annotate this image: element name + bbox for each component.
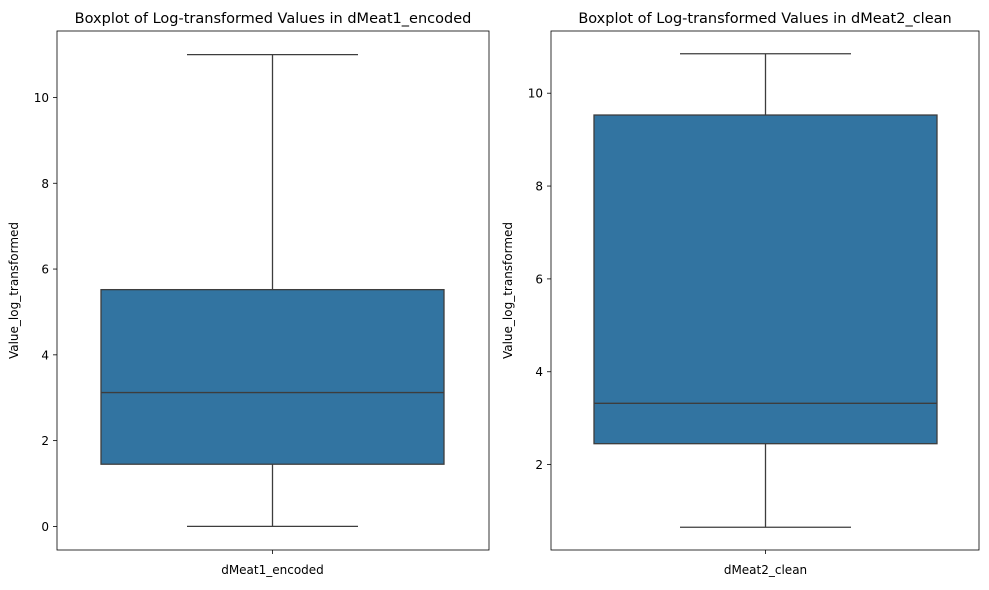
subplot-1-box [100, 288, 445, 465]
subplot-2-box [593, 114, 938, 445]
subplot-2-x-category-label: dMeat2_clean [724, 563, 807, 577]
subplot-1-ytick-label-10: 10 [34, 91, 49, 105]
subplot-1-ytick-label-4: 4 [41, 348, 49, 362]
subplot-2: Boxplot of Log-transformed Values in dMe… [501, 11, 980, 577]
subplot-1-ytick-label-0: 0 [41, 520, 49, 534]
subplot-2-ytick-label-2: 2 [535, 458, 543, 472]
subplot-1: Boxplot of Log-transformed Values in dMe… [7, 11, 490, 577]
subplot-2-ytick-label-10: 10 [528, 87, 543, 101]
subplot-2-ytick-label-4: 4 [535, 365, 543, 379]
subplot-1-title: Boxplot of Log-transformed Values in dMe… [75, 11, 472, 27]
subplot-2-y-axis-label: Value_log_transformed [501, 222, 515, 359]
subplot-1-y-axis-label: Value_log_transformed [7, 222, 21, 359]
subplot-1-x-category-label: dMeat1_encoded [221, 563, 324, 577]
subplot-2-ytick-label-8: 8 [535, 180, 543, 194]
subplot-1-axes-frame [56, 30, 490, 551]
subplot-1-ytick-label-8: 8 [41, 177, 49, 191]
subplot-2-ytick-label-6: 6 [535, 272, 543, 286]
subplot-2-title: Boxplot of Log-transformed Values in dMe… [578, 11, 951, 27]
subplot-1-ytick-label-6: 6 [41, 263, 49, 277]
subplot-1-ytick-label-2: 2 [41, 434, 49, 448]
subplot-2-axes-frame [550, 30, 980, 551]
